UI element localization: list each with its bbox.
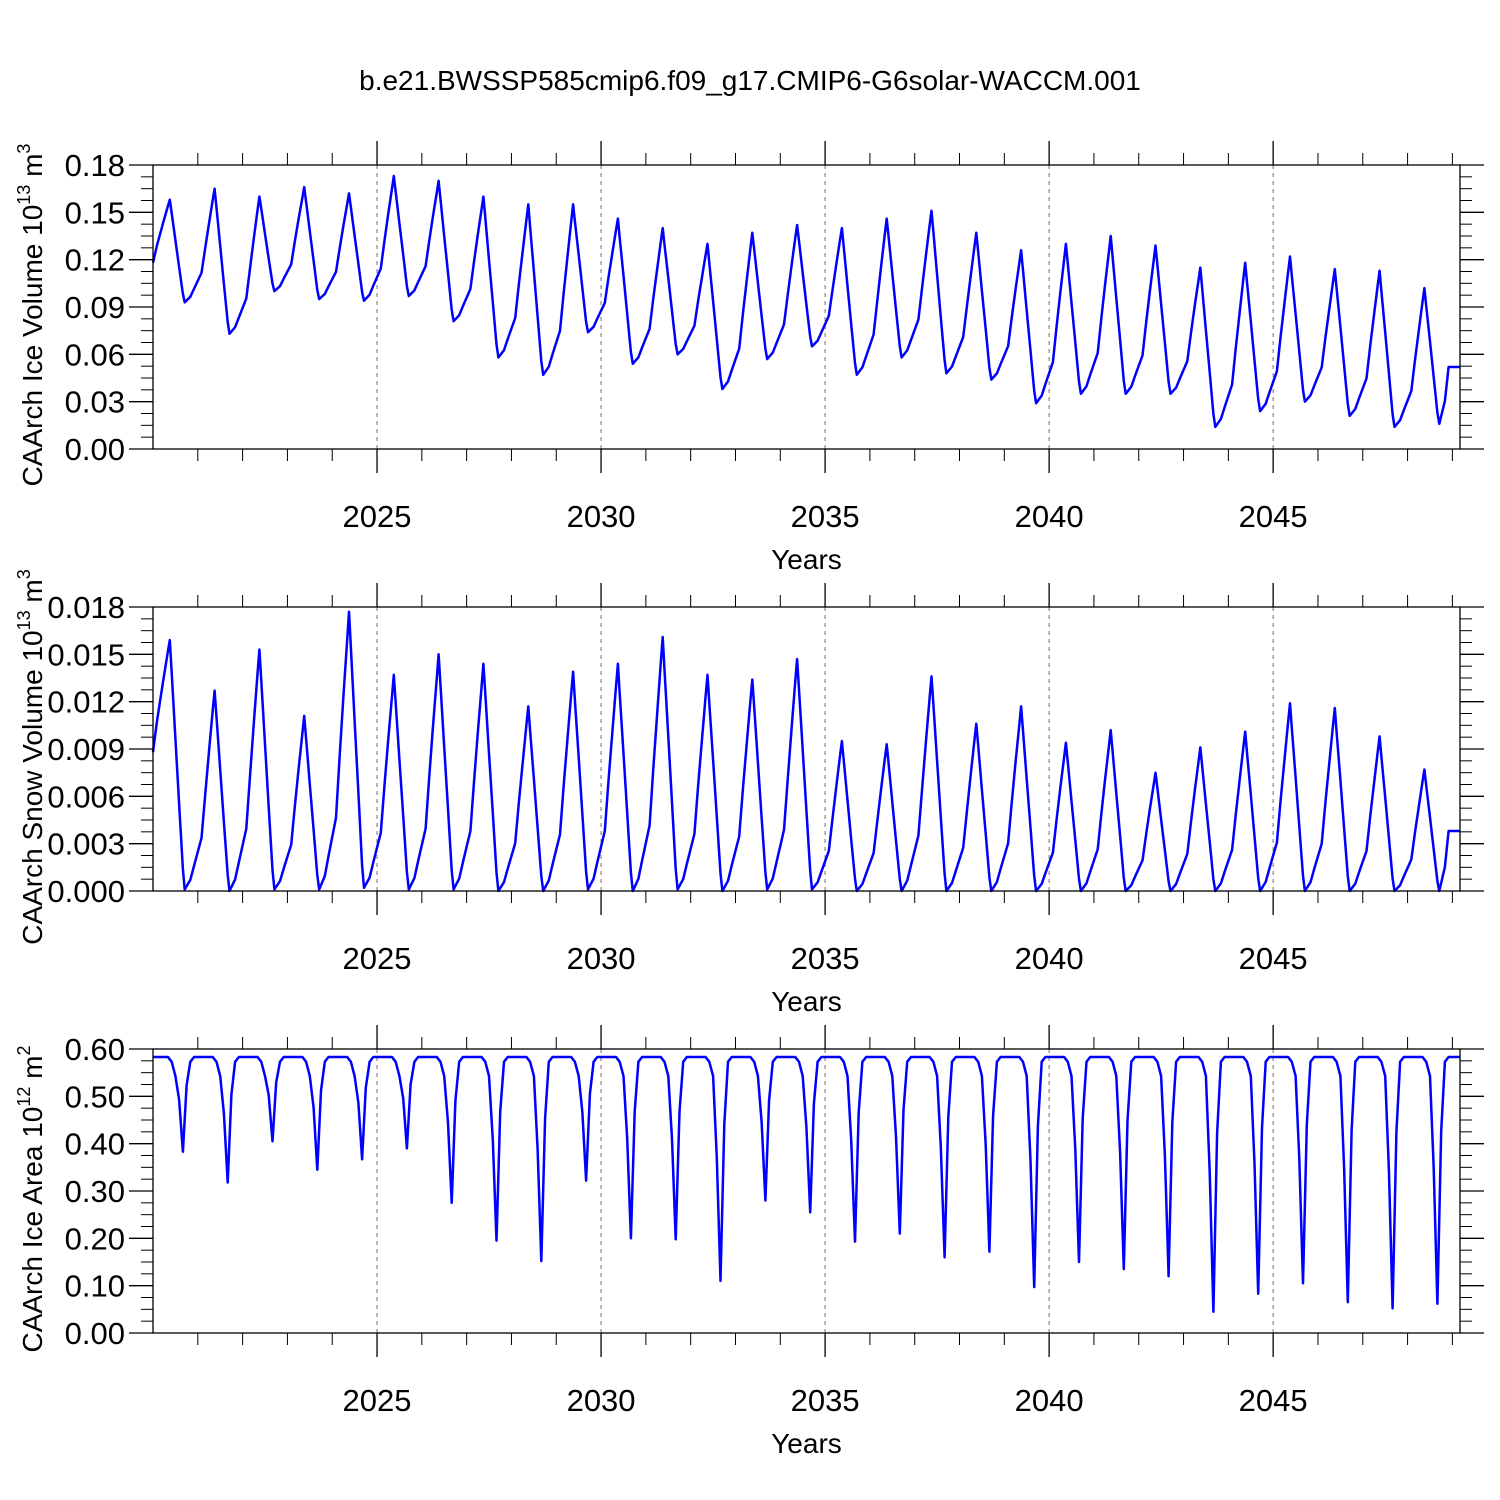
ice-volume-y-axis-title-exponent: 13 xyxy=(14,185,34,205)
ice-area-y-tick-label-0.10: 0.10 xyxy=(65,1269,125,1304)
ice-area-minor-ticks xyxy=(141,1037,1472,1345)
ice-area-y-tick-label-0.60: 0.60 xyxy=(65,1032,125,1067)
ice-area-y-tick-label-0.20: 0.20 xyxy=(65,1221,125,1256)
snow-volume-y-tick-label-0.000: 0.000 xyxy=(47,874,125,909)
snow-volume-y-axis: 0.000 0.003 0.006 0.009 0.012 0.015 0.018 xyxy=(47,590,1484,909)
ice-volume-y-tick-label-0.18: 0.18 xyxy=(65,148,125,183)
ice-volume-y-axis: 0.00 0.03 0.06 0.09 0.12 0.15 0.18 xyxy=(65,148,1484,467)
snow-volume-x-tick-label-2030: 2030 xyxy=(567,941,636,976)
snow-volume-gridlines xyxy=(376,607,1274,891)
ice-volume-x-tick-label-2035: 2035 xyxy=(791,499,860,534)
snow-volume-series-line xyxy=(151,610,1460,893)
snow-volume-x-tick-label-2035: 2035 xyxy=(791,941,860,976)
ice-volume-y-axis-title-unit: m xyxy=(17,154,48,177)
ice-area-panel: 0.00 0.10 0.20 0.30 0.40 0.50 0.60 2025 2030 203… xyxy=(14,1025,1484,1459)
ice-area-series-line xyxy=(153,1055,1460,1313)
ice-volume-series-line xyxy=(151,174,1460,429)
snow-volume-minor-ticks xyxy=(141,595,1472,903)
ice-volume-x-axis: 2025 2030 2035 2040 2045 xyxy=(343,141,1308,534)
ice-area-y-axis-title-unit: m xyxy=(17,1055,48,1078)
ice-area-y-tick-label-0.50: 0.50 xyxy=(65,1079,125,1114)
ice-volume-y-axis-title-unit-exponent: 3 xyxy=(14,144,34,154)
snow-volume-y-tick-label-0.003: 0.003 xyxy=(47,827,125,862)
ice-area-y-axis-title-text: CAArch Ice Area 10 xyxy=(17,1107,48,1353)
ice-area-y-axis-title-exponent: 12 xyxy=(14,1087,34,1107)
snow-volume-y-axis-title-text: CAArch Snow Volume 10 xyxy=(17,630,48,944)
ice-volume-y-tick-label-0.09: 0.09 xyxy=(65,290,125,325)
ice-area-x-axis-title: Years xyxy=(771,1428,842,1459)
ice-volume-y-tick-label-0.06: 0.06 xyxy=(65,337,125,372)
ice-volume-y-axis-title-text: CAArch Ice Volume 10 xyxy=(17,205,48,487)
ice-volume-x-tick-label-2040: 2040 xyxy=(1015,499,1084,534)
snow-volume-y-axis-title-unit: m xyxy=(17,579,48,602)
ice-area-y-axis-title: CAArch Ice Area 1012 m2 xyxy=(14,1045,48,1352)
ice-area-gridlines xyxy=(376,1049,1274,1333)
ice-area-x-tick-label-2025: 2025 xyxy=(343,1383,412,1418)
snow-volume-y-tick-label-0.012: 0.012 xyxy=(47,685,125,720)
snow-volume-y-tick-label-0.009: 0.009 xyxy=(47,732,125,767)
chart-title: b.e21.BWSSP585cmip6.f09_g17.CMIP6-G6sola… xyxy=(359,65,1141,96)
ice-area-x-tick-label-2040: 2040 xyxy=(1015,1383,1084,1418)
ice-area-x-tick-label-2035: 2035 xyxy=(791,1383,860,1418)
snow-volume-y-tick-label-0.006: 0.006 xyxy=(47,779,125,814)
ice-area-y-tick-label-0.30: 0.30 xyxy=(65,1174,125,1209)
ice-volume-x-tick-label-2025: 2025 xyxy=(343,499,412,534)
snow-volume-panel: 0.000 0.003 0.006 0.009 0.012 0.015 0.018 2025… xyxy=(14,569,1484,1017)
snow-volume-x-tick-label-2045: 2045 xyxy=(1239,941,1308,976)
ice-area-y-axis: 0.00 0.10 0.20 0.30 0.40 0.50 0.60 xyxy=(65,1032,1484,1351)
ice-volume-y-tick-label-0.03: 0.03 xyxy=(65,385,125,420)
ice-volume-panel: 0.00 0.03 0.06 0.09 0.12 0.15 0.18 2025 2030 203… xyxy=(14,141,1484,575)
snow-volume-y-axis-title: CAArch Snow Volume 1013 m3 xyxy=(14,569,48,945)
ice-volume-y-tick-label-0.00: 0.00 xyxy=(65,432,125,467)
ice-area-x-tick-label-2030: 2030 xyxy=(567,1383,636,1418)
snow-volume-plot-frame xyxy=(152,606,1461,892)
ice-volume-y-tick-label-0.12: 0.12 xyxy=(65,243,125,278)
ice-area-x-axis: 2025 2030 2035 2040 2045 xyxy=(343,1025,1308,1418)
snow-volume-y-axis-title-exponent: 13 xyxy=(14,610,34,630)
ice-volume-gridlines xyxy=(376,165,1274,449)
ice-area-y-tick-label-0.40: 0.40 xyxy=(65,1127,125,1162)
ice-volume-minor-ticks xyxy=(141,153,1472,461)
snow-volume-x-tick-label-2040: 2040 xyxy=(1015,941,1084,976)
snow-volume-x-tick-label-2025: 2025 xyxy=(343,941,412,976)
ice-area-y-tick-label-0.00: 0.00 xyxy=(65,1316,125,1351)
ice-volume-y-tick-label-0.15: 0.15 xyxy=(65,195,125,230)
ice-area-y-axis-title-unit-exponent: 2 xyxy=(14,1045,34,1055)
snow-volume-y-tick-label-0.018: 0.018 xyxy=(47,590,125,625)
ice-volume-y-axis-title: CAArch Ice Volume 1013 m3 xyxy=(14,144,48,487)
ice-volume-x-axis-title: Years xyxy=(771,544,842,575)
ice-area-x-tick-label-2045: 2045 xyxy=(1239,1383,1308,1418)
snow-volume-y-tick-label-0.015: 0.015 xyxy=(47,637,125,672)
snow-volume-x-axis: 2025 2030 2035 2040 2045 xyxy=(343,583,1308,976)
ice-volume-x-tick-label-2030: 2030 xyxy=(567,499,636,534)
snow-volume-y-axis-title-unit-exponent: 3 xyxy=(14,569,34,579)
snow-volume-x-axis-title: Years xyxy=(771,986,842,1017)
ice-volume-x-tick-label-2045: 2045 xyxy=(1239,499,1308,534)
